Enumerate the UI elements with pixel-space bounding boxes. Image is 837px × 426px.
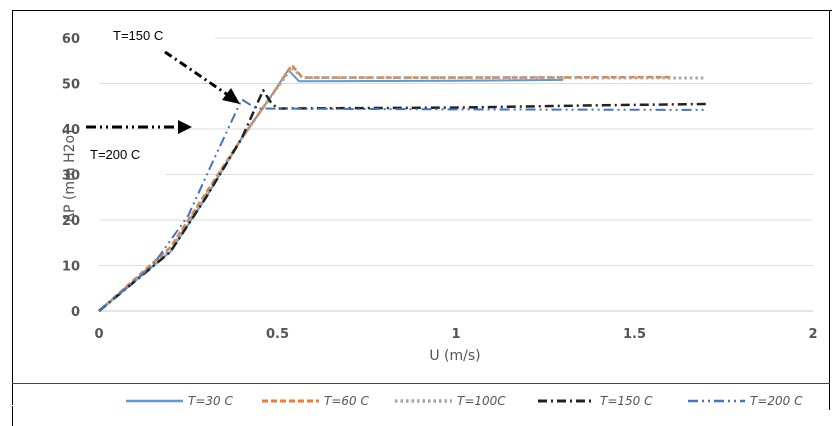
frame-left-lower [12,406,13,426]
series-line-3 [98,89,706,312]
annotation-t150-label: T=150 C [113,28,163,43]
annotation-t150-arrowhead [222,88,240,104]
series-line-1 [98,64,671,312]
series-line-4 [98,98,706,312]
x-tick-label: 1.5 [623,327,646,342]
y-tick-label: 20 [62,214,80,229]
chart-frame-bottom [12,383,830,384]
x-tick-label: 0.5 [266,327,289,342]
series-lines [98,64,706,313]
annotation-t150-arrow [164,50,229,97]
y-tick-label: 50 [62,78,80,93]
x-tick-label: 0 [94,327,103,342]
legend-label-0: T=30 C [188,394,233,408]
legend-label-4: T=200 C [750,394,803,408]
y-tick-label: 60 [62,32,80,47]
y-tick-label: 10 [62,260,80,275]
y-axis-title: ΔP (mm H2o) [62,129,78,222]
gridlines [99,37,813,312]
x-tick-labels: 0 0.5 1 1.5 2 [94,327,817,342]
x-tick-label: 1 [451,327,460,342]
y-tick-labels: 0 10 20 30 40 50 60 [62,32,80,320]
annotation-t200-arrowhead [178,120,192,134]
legend: T=30 C T=60 C T=100C T=150 C T=200 C [126,394,803,408]
annotation-t200-label: T=200 C [90,147,140,162]
chart-frame-left [12,10,13,405]
annotation-box-200 [80,138,166,178]
chart-frame-top [12,10,832,11]
legend-label-1: T=60 C [324,394,369,408]
legend-label-2: T=100C [457,394,506,408]
chart-frame-right [829,10,830,410]
y-tick-label: 40 [62,123,80,138]
y-tick-label: 0 [71,305,80,320]
x-axis-title: U (m/s) [429,348,480,364]
annotation-box-150 [95,22,215,52]
y-tick-label: 30 [62,169,80,184]
x-tick-label: 2 [808,327,817,342]
legend-label-3: T=150 C [600,394,653,408]
